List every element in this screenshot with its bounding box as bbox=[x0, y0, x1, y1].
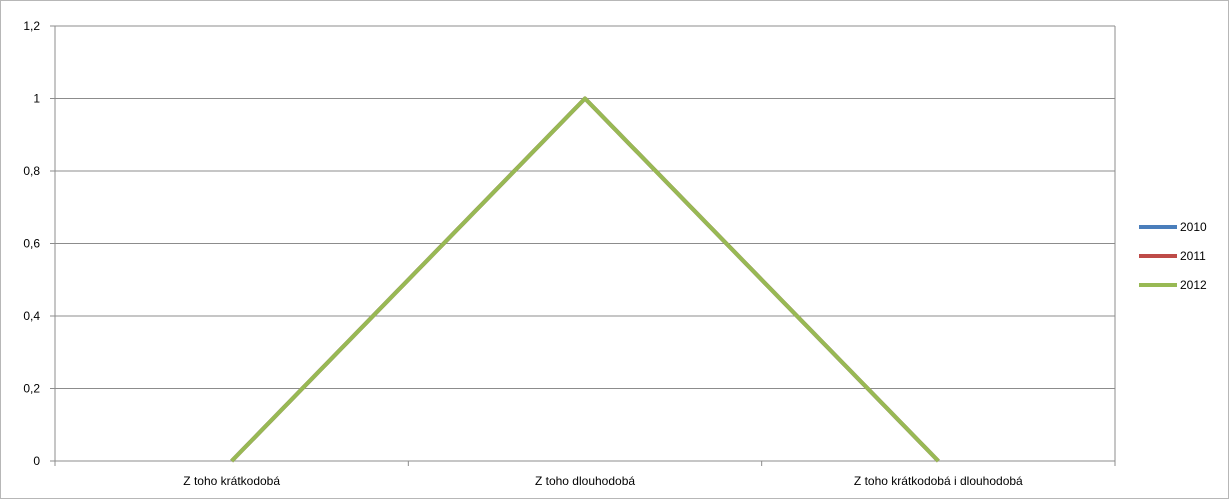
legend: 2010 2011 2012 bbox=[1139, 220, 1207, 292]
x-tick-label: Z toho krátkodobá bbox=[183, 474, 280, 488]
series-line-2010 bbox=[232, 99, 939, 462]
series-line-2011 bbox=[232, 99, 939, 462]
series-lines bbox=[232, 98, 939, 461]
y-tick-label: 0,4 bbox=[23, 309, 40, 323]
x-tick-label: Z toho dlouhodobá bbox=[535, 474, 635, 488]
y-tick-label: 1 bbox=[33, 92, 40, 106]
legend-label: 2010 bbox=[1180, 220, 1207, 234]
legend-item-2010: 2010 bbox=[1139, 220, 1207, 234]
series-line-2012 bbox=[232, 99, 939, 462]
y-tick-label: 0,6 bbox=[23, 237, 40, 251]
y-tick-label: 0,2 bbox=[23, 382, 40, 396]
legend-item-2011: 2011 bbox=[1139, 249, 1206, 263]
gridlines bbox=[55, 26, 1115, 389]
x-tick-label: Z toho krátkodobá i dlouhodobá bbox=[854, 474, 1023, 488]
y-tick-label: 0,8 bbox=[23, 164, 40, 178]
axes: 0 0,2 0,4 0,6 0,8 1 1,2 Z toho krátkodobá Z toho… bbox=[23, 19, 1115, 488]
legend-label: 2012 bbox=[1180, 278, 1207, 292]
legend-label: 2011 bbox=[1180, 249, 1206, 263]
legend-item-2012: 2012 bbox=[1139, 278, 1207, 292]
y-tick-label: 0 bbox=[33, 454, 40, 468]
y-tick-label: 1,2 bbox=[23, 19, 40, 33]
